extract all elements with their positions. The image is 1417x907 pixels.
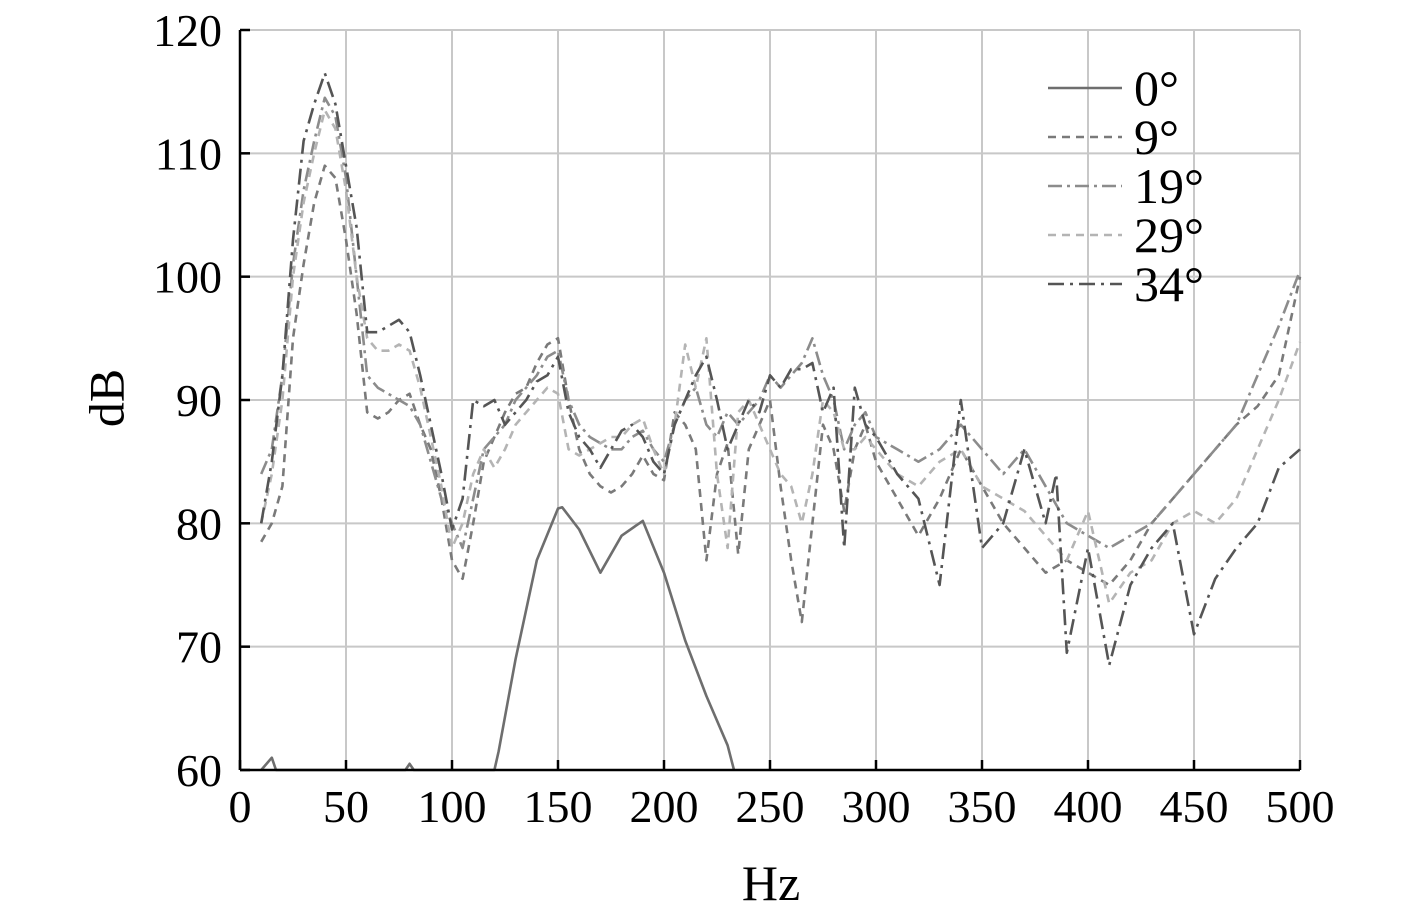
x-tick-label: 150 <box>524 781 593 832</box>
legend-item: 19° <box>1048 158 1204 214</box>
legend-label: 9° <box>1134 109 1179 165</box>
y-tick-label: 110 <box>155 128 222 179</box>
x-tick-label: 300 <box>842 781 911 832</box>
y-tick-label: 70 <box>176 622 222 673</box>
x-tick-label: 0 <box>229 781 252 832</box>
legend-item: 34° <box>1048 256 1204 312</box>
legend-label: 0° <box>1134 60 1179 116</box>
x-axis-title: Hz <box>742 855 800 907</box>
legend-label: 19° <box>1134 158 1204 214</box>
legend-item: 29° <box>1048 207 1204 263</box>
x-tick-label: 100 <box>418 781 487 832</box>
x-tick-label: 450 <box>1160 781 1229 832</box>
legend-item: 9° <box>1048 109 1179 165</box>
x-tick-label: 350 <box>948 781 1017 832</box>
y-tick-label: 60 <box>176 745 222 796</box>
y-tick-label: 90 <box>176 375 222 426</box>
legend: 0°9°19°29°34° <box>1048 60 1204 312</box>
x-tick-label: 400 <box>1054 781 1123 832</box>
ticks: 0 50 100 150 200 250 300 350 400 450 500 60 70 80 90 10… <box>153 5 1335 832</box>
x-tick-label: 500 <box>1266 781 1335 832</box>
x-tick-label: 200 <box>630 781 699 832</box>
y-axis-title: dB <box>78 369 134 427</box>
legend-item: 0° <box>1048 60 1179 116</box>
legend-label: 29° <box>1134 207 1204 263</box>
series-line-4 <box>259 71 1301 667</box>
x-tick-label: 250 <box>736 781 805 832</box>
legend-label: 34° <box>1134 256 1204 312</box>
x-tick-label: 50 <box>323 781 369 832</box>
y-tick-label: 80 <box>176 498 222 549</box>
series-line-3 <box>259 108 1302 605</box>
y-tick-label: 120 <box>153 5 222 56</box>
y-tick-label: 100 <box>153 252 222 303</box>
grid <box>240 29 1301 770</box>
